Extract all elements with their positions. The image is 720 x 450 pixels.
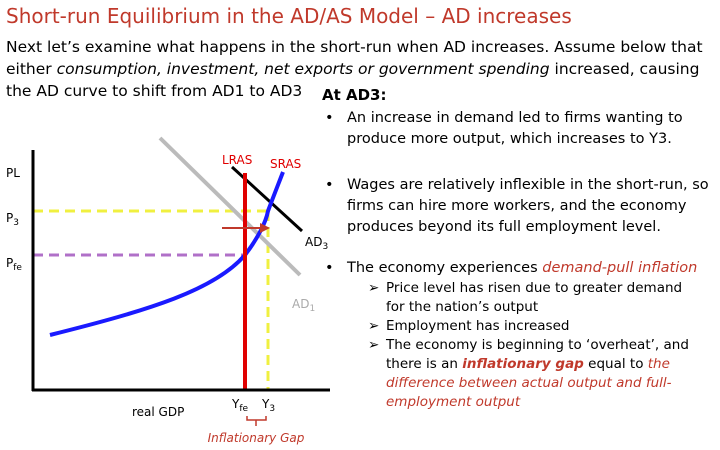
y-axis-label: PL <box>6 166 20 180</box>
intro: Next let’s examine what happens in the s… <box>6 36 718 102</box>
subscript: 3 <box>322 242 328 252</box>
heading: At AD3: <box>322 86 387 104</box>
text: The economy experiences <box>347 260 543 276</box>
arrow-head <box>260 223 270 233</box>
intro-italic: consumption, investment, net exports or … <box>56 60 550 78</box>
ad1-label: AD1 <box>292 297 315 314</box>
label: P <box>6 211 13 225</box>
sub-text: Price level has risen due to greater dem… <box>386 280 683 315</box>
y3-label: Y3 <box>261 397 275 414</box>
gap-label: Inflationary Gap <box>208 431 305 445</box>
bullet-text: Wages are relatively inflexible in the s… <box>347 177 709 235</box>
x-axis-label: real GDP <box>132 405 184 419</box>
label: AD <box>305 235 322 249</box>
subscript: fe <box>13 263 22 273</box>
sras-curve <box>49 171 285 337</box>
p3-label: P3 <box>6 211 19 228</box>
lras-label: LRAS <box>222 153 252 167</box>
sub-text: Employment has increased <box>386 318 570 334</box>
slide-title: Short-run Equilibrium in the AD/AS Model… <box>6 4 572 28</box>
subscript: fe <box>239 404 248 414</box>
ad3-label: AD3 <box>305 235 328 252</box>
yfe-label: Yfe <box>231 397 249 414</box>
sras-label: SRAS <box>270 157 301 171</box>
emphasis: demand-pull inflation <box>542 260 698 276</box>
pfe-label: Pfe <box>6 256 22 273</box>
label: P <box>6 256 13 270</box>
text: equal to <box>583 356 648 372</box>
gap-bracket <box>246 416 267 421</box>
sub-text: The economy is beginning to ‘overheat’, … <box>386 336 704 412</box>
bullet-text: The economy experiences demand-pull infl… <box>347 258 717 279</box>
emphasis: inflationary gap <box>462 356 584 372</box>
intro-text: Next let’s examine what happens in the s… <box>6 38 703 78</box>
label: AD <box>292 297 309 311</box>
intro-text: increased, causing the AD curve to shift… <box>6 60 700 100</box>
bullet-text: An increase in demand led to firms wanti… <box>347 110 683 147</box>
subscript: 1 <box>309 304 315 314</box>
text: The economy is beginning to ‘overheat’, … <box>386 337 689 372</box>
ad1-curve <box>158 136 302 277</box>
subscript: 3 <box>269 404 275 414</box>
label: Y <box>231 397 240 411</box>
emphasis: the difference between actual output and… <box>386 356 672 410</box>
diagram: PL P3 Pfe LRAS SRAS AD3 AD1 real GDP Yfe… <box>6 136 330 445</box>
subscript: 3 <box>13 218 19 228</box>
label: Y <box>261 397 270 411</box>
